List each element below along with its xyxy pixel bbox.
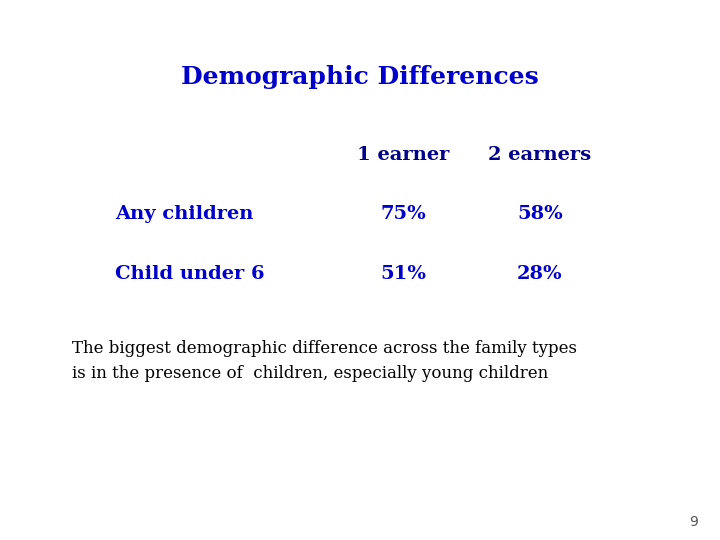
Text: Any children: Any children bbox=[115, 205, 253, 223]
Text: 75%: 75% bbox=[380, 205, 426, 223]
Text: 9: 9 bbox=[690, 515, 698, 529]
Text: 58%: 58% bbox=[517, 205, 563, 223]
Text: 28%: 28% bbox=[517, 265, 563, 282]
Text: 2 earners: 2 earners bbox=[488, 146, 592, 164]
Text: Child under 6: Child under 6 bbox=[115, 265, 265, 282]
Text: 1 earner: 1 earner bbox=[357, 146, 449, 164]
Text: 51%: 51% bbox=[380, 265, 426, 282]
Text: The biggest demographic difference across the family types
is in the presence of: The biggest demographic difference acros… bbox=[72, 340, 577, 382]
Text: Demographic Differences: Demographic Differences bbox=[181, 65, 539, 89]
